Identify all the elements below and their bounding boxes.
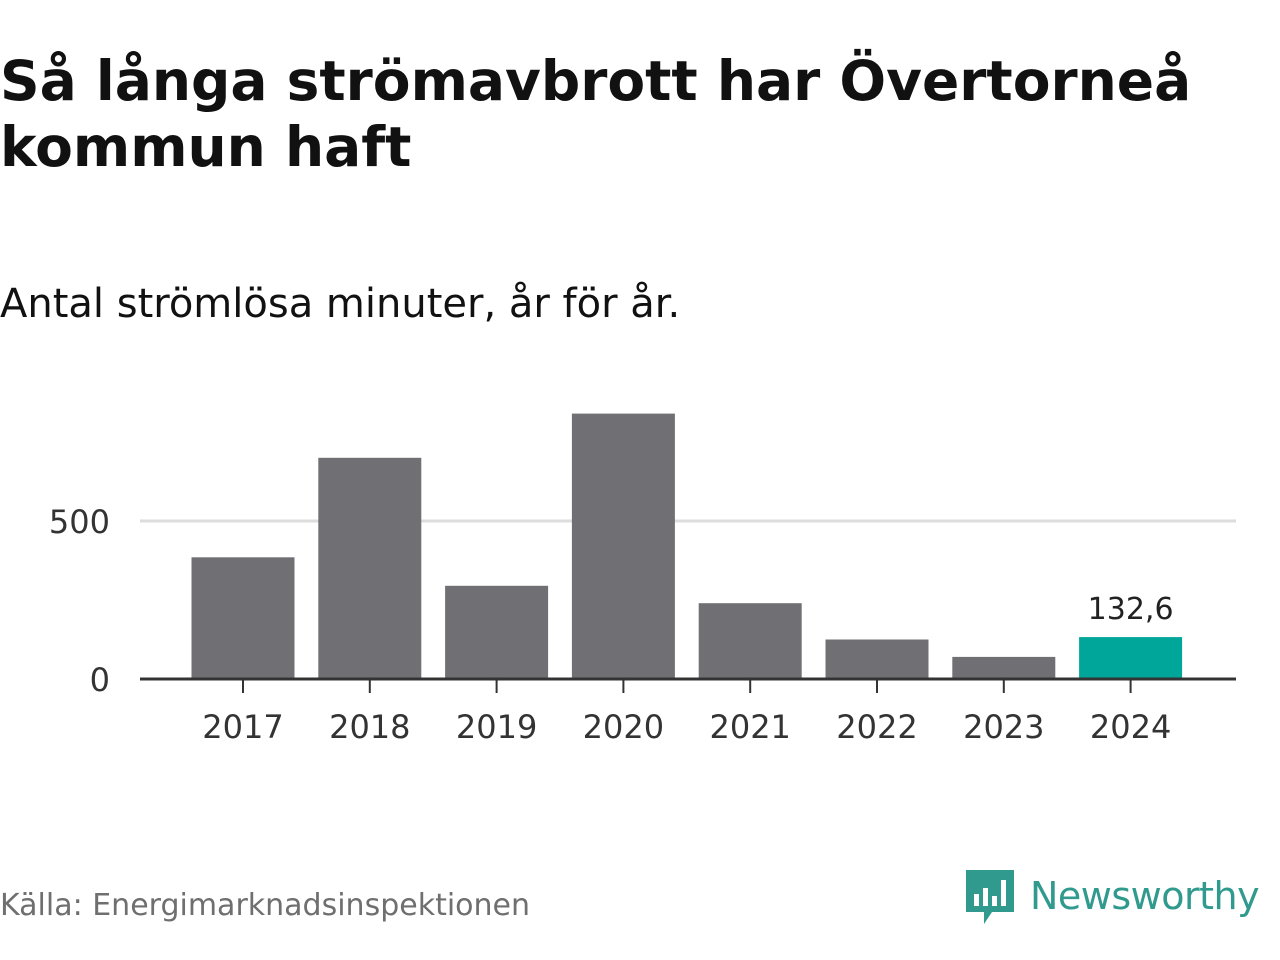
bar-2019 — [445, 585, 549, 679]
x-tick-label-2018: 2018 — [329, 708, 410, 746]
y-tick-label-0: 0 — [90, 661, 110, 699]
x-tick-label-2021: 2021 — [709, 708, 790, 746]
bar-2024 — [1079, 637, 1183, 679]
bar-2017 — [191, 557, 295, 679]
source-note: Källa: Energimarknadsinspektionen — [0, 888, 531, 923]
bars — [191, 413, 1183, 679]
x-tick-label-2023: 2023 — [963, 708, 1044, 746]
newsworthy-logo-text: Newsworthy — [1030, 874, 1260, 918]
bar-2020 — [571, 413, 675, 679]
bar-2022 — [825, 639, 929, 679]
newsworthy-logo-icon — [966, 870, 1014, 924]
bar-2018 — [318, 457, 422, 679]
y-tick-label-500: 500 — [49, 503, 110, 541]
x-tick-label-2017: 2017 — [202, 708, 283, 746]
bar-2023 — [952, 656, 1056, 679]
bar-2021 — [698, 603, 802, 679]
chart-subtitle: Antal strömlösa minuter, år för år. — [0, 281, 681, 327]
x-axis — [140, 677, 1236, 693]
x-tick-label-2020: 2020 — [583, 708, 664, 746]
x-tick-label-2019: 2019 — [456, 708, 537, 746]
page-title: Så långa strömavbrott har Övertorneå kom… — [0, 49, 1192, 179]
x-tick-label-2024: 2024 — [1090, 708, 1171, 746]
x-tick-label-2022: 2022 — [836, 708, 917, 746]
newsworthy-logo[interactable]: Newsworthy — [964, 864, 1276, 928]
labels: 0 500 2017 2018 2019 2020 2021 2022 2023 2024 132,… — [49, 503, 1174, 746]
data-label-2024: 132,6 — [1088, 592, 1174, 627]
